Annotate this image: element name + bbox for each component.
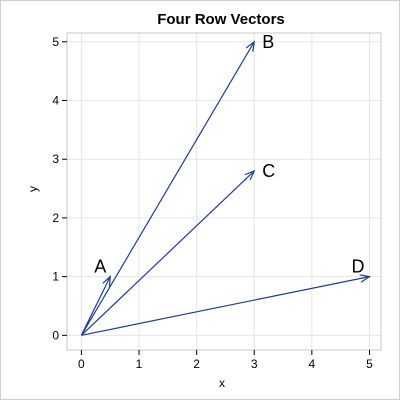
y-axis-label: y — [26, 186, 40, 192]
vector-b-label: B — [262, 32, 274, 52]
y-tick-label: 0 — [52, 328, 59, 342]
vector-d-arrowhead — [359, 274, 372, 283]
plot-frame — [66, 32, 382, 351]
y-tick-label: 2 — [52, 211, 59, 225]
x-tick-label: 3 — [251, 357, 258, 371]
vector-c-line — [80, 170, 255, 336]
vectors: A B C D — [80, 32, 372, 336]
x-tick-label: 2 — [193, 357, 200, 371]
grid — [67, 33, 381, 350]
vector-c-label: C — [262, 161, 275, 181]
axis-ticks: 0 1 2 3 4 5 0 1 2 3 4 5 — [52, 35, 373, 371]
vector-a-line — [80, 276, 111, 336]
x-axis-label: x — [219, 376, 225, 390]
y-tick-label: 5 — [52, 35, 59, 49]
chart-title: Four Row Vectors — [157, 11, 285, 28]
y-tick-label: 4 — [52, 94, 59, 108]
x-tick-label: 0 — [78, 357, 85, 371]
x-tick-label: 5 — [366, 357, 373, 371]
vector-b-arrowhead — [245, 40, 256, 52]
y-tick-label: 3 — [52, 152, 59, 166]
vector-c-arrowhead — [244, 169, 256, 181]
y-tick-label: 1 — [52, 270, 59, 284]
vector-a-label: A — [94, 257, 106, 277]
vector-d-line — [81, 276, 370, 336]
vector-d-label: D — [351, 257, 364, 277]
x-tick-label: 4 — [309, 357, 316, 371]
vector-a-arrowhead — [102, 275, 111, 287]
vector-b-line — [80, 41, 255, 336]
x-tick-label: 1 — [136, 357, 143, 371]
